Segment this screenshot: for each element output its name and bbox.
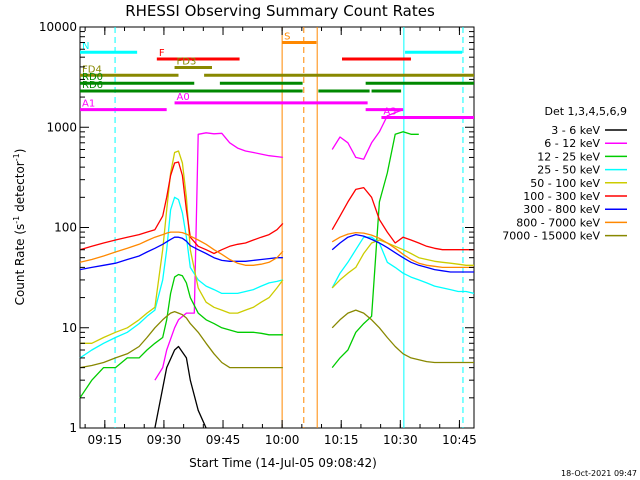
x-tick-label: 10:30 <box>383 433 418 447</box>
series-line-6 <box>79 233 474 273</box>
y-tick-label: 100 <box>54 221 77 235</box>
x-tick-label: 10:45 <box>442 433 477 447</box>
x-tick-label: 10:00 <box>265 433 300 447</box>
flag-label-a3: A3 <box>383 107 396 118</box>
series-line-0 <box>154 345 207 429</box>
y-tick-label: 10000 <box>39 20 77 34</box>
x-tick-label: 09:45 <box>206 433 241 447</box>
legend-entry-label: 12 - 25 keV <box>537 150 600 163</box>
x-tick-label: 10:15 <box>324 433 359 447</box>
flag-label-a0: A0 <box>177 92 190 103</box>
legend-entry-label: 25 - 50 keV <box>537 164 600 177</box>
y-tick-label: 1 <box>69 421 77 435</box>
flag-label-a1: A1 <box>82 99 95 110</box>
flag-label-f: F <box>159 48 165 59</box>
legend-title: Det 1,3,4,5,6,9 <box>544 105 627 118</box>
flag-label-rd6: RD6 <box>82 80 103 91</box>
series-line-5 <box>79 161 474 255</box>
series-line-7 <box>79 231 474 269</box>
legend-entry-label: 800 - 7000 keV <box>516 216 600 229</box>
flag-label-s: S <box>284 32 290 43</box>
legend-entry-label: 3 - 6 keV <box>551 124 600 137</box>
legend-entry-label: 50 - 100 keV <box>530 177 600 190</box>
series-line-4 <box>80 150 474 344</box>
chart-title: RHESSI Observing Summary Count Rates <box>125 2 435 20</box>
y-axis-label: Count Rate (s-1 detector-1) <box>12 149 27 306</box>
legend-entry-label: 100 - 300 keV <box>523 190 600 203</box>
series-line-8 <box>79 309 474 369</box>
footer-timestamp: 18-Oct-2021 09:47 <box>561 469 637 478</box>
legend-entry-label: 300 - 800 keV <box>523 203 600 216</box>
series-line-3 <box>79 196 475 359</box>
y-tick-label: 1000 <box>46 120 77 134</box>
flag-label-n: N <box>82 41 89 52</box>
legend-entry-label: 6 - 12 keV <box>544 137 600 150</box>
series-line-1 <box>154 108 404 381</box>
x-tick-label: 09:30 <box>147 433 182 447</box>
x-axis-label: Start Time (14-Jul-05 09:08:42) <box>189 456 377 470</box>
x-tick-label: 09:15 <box>88 433 123 447</box>
legend-entry-label: 7000 - 15000 keV <box>502 230 600 243</box>
flag-label-fd4: FD4 <box>82 64 102 75</box>
flag-label-fd3: FD3 <box>177 56 197 67</box>
flag-label-rd0: RD0 <box>82 72 103 83</box>
y-tick-label: 10 <box>62 321 77 335</box>
series-line-2 <box>79 131 419 399</box>
